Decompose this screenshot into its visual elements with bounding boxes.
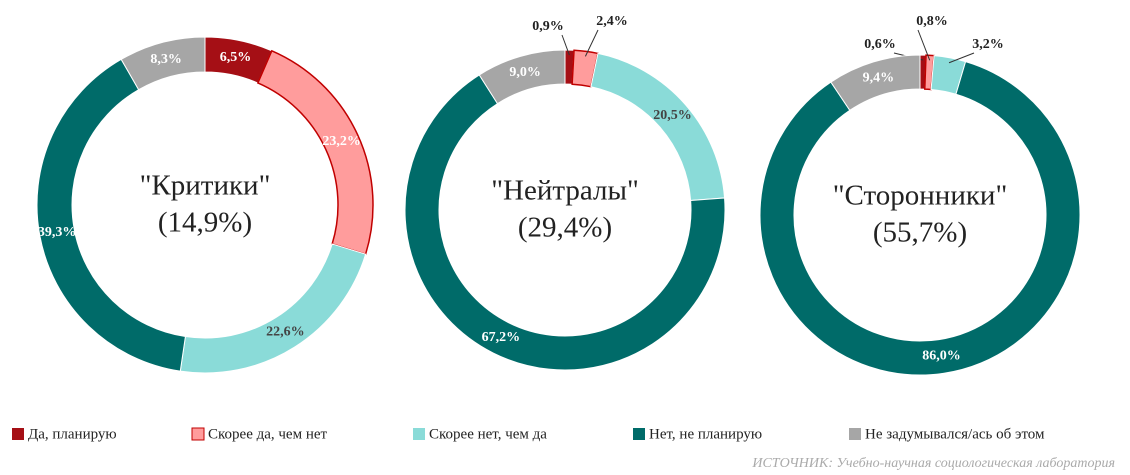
value-label: 6,5%	[220, 50, 252, 65]
slice	[120, 36, 206, 91]
center-subtitle: (55,7%)	[873, 217, 967, 249]
legend-text: Скорее нет, чем да	[429, 426, 547, 442]
legend-swatch	[413, 428, 425, 440]
value-label: 8,3%	[150, 52, 182, 67]
center-subtitle: (14,9%)	[158, 207, 252, 239]
slice	[256, 49, 374, 256]
value-label: 9,0%	[509, 65, 541, 80]
slice	[759, 61, 1081, 376]
value-label: 9,4%	[863, 70, 895, 85]
leader-line	[561, 34, 570, 56]
value-label: 23,2%	[322, 134, 361, 149]
center-title: "Нейтралы"	[491, 175, 639, 207]
legend-text: Да, планирую	[28, 426, 117, 442]
slice	[478, 49, 566, 105]
legend-text: Не задумывался/ась об этом	[865, 426, 1045, 442]
legend-swatch	[12, 428, 24, 440]
slice	[404, 74, 726, 371]
legend-swatch	[191, 427, 205, 441]
leader-line	[948, 52, 975, 64]
value-label: 39,3%	[38, 225, 77, 240]
value-label: 86,0%	[922, 349, 961, 364]
leader-line	[584, 29, 599, 57]
legend-text: Нет, не планирую	[649, 426, 762, 442]
leader-line	[917, 29, 931, 61]
value-label: 0,6%	[864, 37, 896, 52]
legend-text: Скорее да, чем нет	[208, 426, 328, 442]
slice	[830, 54, 921, 112]
center-title: "Критики"	[140, 170, 271, 202]
value-label: 2,4%	[596, 14, 628, 29]
legend-swatch	[633, 428, 645, 440]
value-label: 22,6%	[266, 324, 305, 339]
value-label: 3,2%	[972, 37, 1004, 52]
value-label: 0,9%	[532, 19, 564, 34]
legend-swatch	[849, 428, 861, 440]
slice	[179, 243, 367, 374]
value-label: 67,2%	[482, 330, 521, 345]
source: ИСТОЧНИК: Учебно-научная социологическая…	[751, 456, 1115, 471]
value-label: 20,5%	[653, 108, 692, 123]
center-title: "Сторонники"	[833, 180, 1008, 212]
value-label: 0,8%	[916, 14, 948, 29]
center-subtitle: (29,4%)	[518, 212, 612, 244]
